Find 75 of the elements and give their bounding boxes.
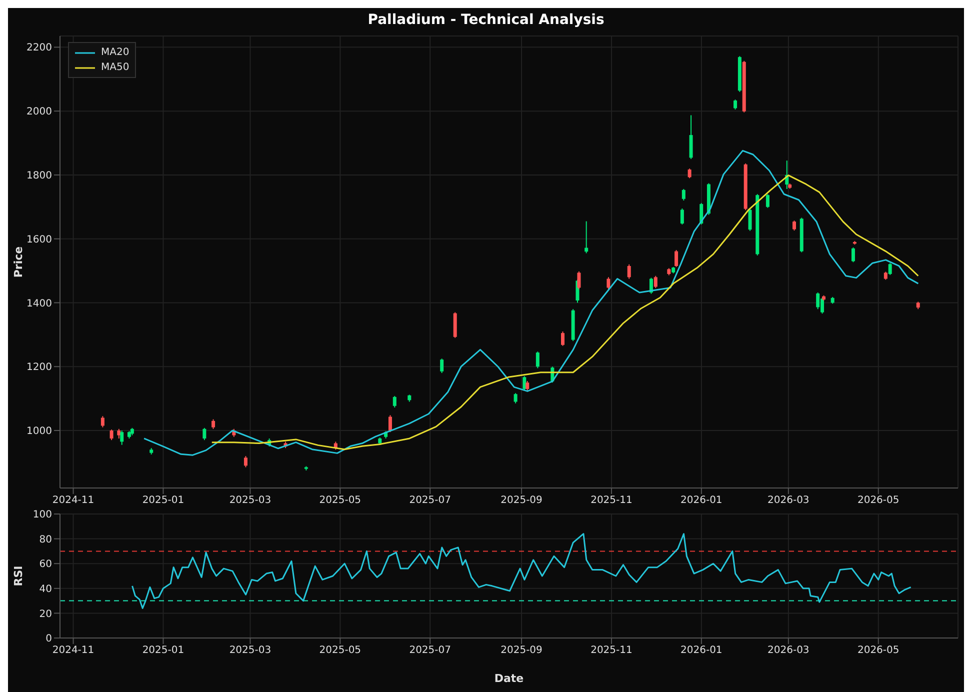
- x-tick-label: 2025-05: [319, 495, 362, 506]
- x-tick-label: 2025-11: [590, 495, 632, 506]
- line-series: [143, 150, 919, 456]
- candlestick: [584, 220, 588, 254]
- y-tick-label: 1800: [26, 170, 52, 182]
- candlestick: [792, 220, 796, 232]
- y-tick-label: 60: [39, 559, 52, 570]
- x-tick-label: 2025-03: [229, 645, 272, 656]
- y-tick-label: 0: [46, 634, 52, 645]
- x-tick-label: 2025-03: [229, 495, 272, 506]
- candlestick: [117, 428, 121, 439]
- candlestick: [682, 188, 686, 202]
- candlestick: [577, 270, 581, 290]
- candlestick: [110, 429, 114, 441]
- candlestick: [816, 292, 820, 310]
- chart-title: Palladium - Technical Analysis: [366, 12, 606, 30]
- x-tick-label: 2025-09: [500, 495, 542, 506]
- candlestick: [522, 376, 526, 392]
- candlestick: [766, 194, 770, 208]
- x-tick-label: 2025-07: [409, 495, 452, 506]
- y-tick-label: 1000: [26, 426, 52, 438]
- x-tick-label: 2025-11: [590, 645, 632, 656]
- candlestick: [606, 276, 610, 290]
- line-series: [132, 533, 912, 609]
- x-tick-label: 2026-01: [680, 495, 722, 506]
- candlestick: [392, 396, 396, 408]
- x-tick-label: 2025-01: [142, 495, 184, 506]
- candlestick: [120, 430, 124, 446]
- x-tick-label: 2026-05: [857, 495, 900, 506]
- x-tick-label: 2026-03: [768, 645, 810, 656]
- candlestick: [388, 414, 392, 433]
- y-axis-title: RSI: [12, 566, 25, 586]
- candlestick: [100, 416, 104, 428]
- line-series: [211, 174, 919, 450]
- x-tick-label: 2025-01: [142, 645, 184, 656]
- y-tick-label: 1400: [26, 298, 52, 310]
- legend-label: MA20: [101, 46, 130, 60]
- y-tick-label: 80: [39, 534, 52, 546]
- y-axis-title: Price: [12, 246, 25, 278]
- x-tick-label: 2024-11: [52, 645, 94, 656]
- candlestick: [748, 208, 752, 232]
- candlestick: [734, 99, 738, 110]
- x-tick-label: 2025-09: [500, 645, 542, 656]
- candlestick: [202, 427, 206, 441]
- candlestick: [654, 275, 658, 289]
- y-tick-label: 1600: [26, 234, 52, 246]
- x-tick-label: 2024-11: [52, 495, 94, 506]
- y-tick-label: 40: [39, 584, 52, 595]
- candlestick: [514, 392, 518, 404]
- candlestick: [244, 456, 248, 468]
- candlestick: [674, 250, 678, 268]
- x-tick-label: 2026-01: [680, 645, 722, 656]
- candlestick: [526, 380, 530, 392]
- y-tick-label: 100: [32, 510, 52, 521]
- y-tick-label: 1200: [26, 362, 52, 374]
- x-tick-label: 2025-05: [319, 645, 362, 656]
- x-tick-label: 2025-07: [409, 645, 452, 656]
- y-tick-label: 2000: [26, 106, 52, 118]
- candlestick: [453, 312, 457, 338]
- candlestick: [680, 208, 684, 225]
- candlestick: [440, 358, 444, 374]
- candlestick: [688, 168, 692, 179]
- x-tick-label: 2026-05: [857, 645, 900, 656]
- candlestick: [851, 246, 855, 263]
- candlestick: [212, 418, 216, 430]
- x-tick-label: 2026-03: [768, 495, 810, 506]
- candlestick: [560, 330, 564, 346]
- candlestick: [689, 114, 693, 160]
- y-tick-label: 20: [39, 608, 52, 620]
- candlestick: [536, 351, 540, 369]
- candlestick: [888, 262, 892, 276]
- legend-label: MA50: [101, 61, 130, 75]
- candlestick: [627, 264, 631, 280]
- x-axis-title: Date: [494, 672, 524, 685]
- y-tick-label: 2200: [26, 42, 52, 54]
